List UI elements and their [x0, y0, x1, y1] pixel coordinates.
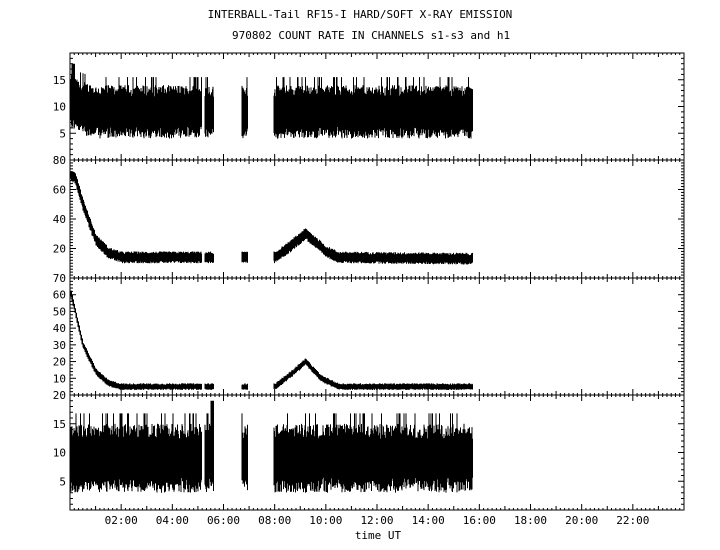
chart-subtitle: 970802 COUNT RATE IN CHANNELS s1-s3 and …: [232, 29, 511, 42]
y-tick-label-h1-10: 10: [53, 447, 66, 460]
data-traces: [70, 63, 473, 493]
y-tick-label-s3-60: 60: [53, 289, 66, 302]
x-axis-label: time UT: [355, 529, 402, 542]
y-tick-label-s1-10: 10: [53, 101, 66, 114]
y-tick-label-h1-20: 20: [53, 389, 66, 402]
series-line-s3: [70, 290, 473, 390]
panel-ticks-s3: 10 20 30 40 50 60 70: [53, 272, 685, 396]
x-tick-label-2200: 22:00: [616, 514, 649, 527]
x-tick-label-0400: 04:00: [156, 514, 189, 527]
x-tick-label-1800: 18:00: [514, 514, 547, 527]
y-tick-label-s1-15: 15: [53, 74, 66, 87]
panel-frame-s3: [69, 277, 685, 396]
panel-ticks-s2: 20 40 60 80: [53, 154, 685, 279]
x-tick-label-0800: 08:00: [258, 514, 291, 527]
panel-frames: 5 10 15 20 40 60 80 10 20 30 40 50 60 70 5 10 15 20: [53, 52, 685, 511]
y-tick-label-s3-40: 40: [53, 322, 66, 335]
y-tick-label-h1-5: 5: [59, 475, 66, 488]
y-tick-label-s3-50: 50: [53, 305, 66, 318]
series-line-s2: [70, 171, 473, 265]
x-tick-label-1600: 16:00: [463, 514, 496, 527]
x-tick-label-0600: 06:00: [207, 514, 240, 527]
y-tick-label-s2-80: 80: [53, 154, 66, 167]
y-tick-label-s3-70: 70: [53, 272, 66, 285]
chart-title: INTERBALL-Tail RF15-I HARD/SOFT X-RAY EM…: [207, 8, 513, 21]
y-tick-label-s3-20: 20: [53, 356, 66, 369]
y-tick-label-s2-60: 60: [53, 184, 66, 197]
y-tick-label-s1-5: 5: [59, 127, 66, 140]
y-tick-label-s2-40: 40: [53, 213, 66, 226]
y-tick-label-s3-30: 30: [53, 339, 66, 352]
series-line-h1: [70, 400, 473, 493]
series-line-s1: [70, 63, 473, 139]
x-tick-label-0200: 02:00: [105, 514, 138, 527]
y-tick-label-s3-10: 10: [53, 372, 66, 385]
y-tick-label-s2-20: 20: [53, 243, 66, 256]
x-tick-label-1400: 14:00: [412, 514, 445, 527]
x-tick-label-1200: 12:00: [360, 514, 393, 527]
x-tick-label-1000: 10:00: [309, 514, 342, 527]
x-axis: 02:00 04:00 06:00 08:00 10:00 12:00 14:00 16:00…: [105, 514, 650, 527]
x-tick-label-2000: 20:00: [565, 514, 598, 527]
y-tick-label-h1-15: 15: [53, 418, 66, 431]
